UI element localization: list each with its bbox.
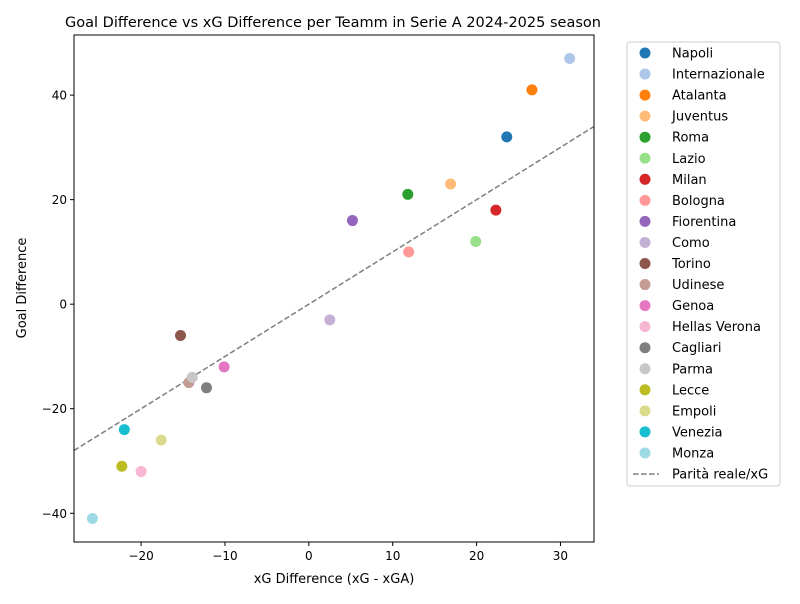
data-point-juventus xyxy=(445,178,457,190)
plot-frame xyxy=(73,34,595,543)
data-point-lazio xyxy=(470,235,482,247)
legend-marker xyxy=(639,215,651,227)
chart-title: Goal Difference vs xG Difference per Tea… xyxy=(65,15,601,31)
legend-frame xyxy=(626,41,781,487)
legend-marker xyxy=(639,363,651,375)
y-tick-label: 40 xyxy=(52,89,67,103)
data-point-internazionale xyxy=(564,53,576,65)
legend-marker xyxy=(639,384,651,396)
legend-marker xyxy=(639,447,651,459)
data-point-empoli xyxy=(155,434,167,446)
x-axis-label: xG Difference (xG - xGA) xyxy=(254,572,415,587)
legend-label: Milan xyxy=(672,173,707,188)
legend-label: Venezia xyxy=(672,425,723,440)
legend-label: Roma xyxy=(672,131,709,146)
data-point-parma xyxy=(186,371,198,383)
x-tick-label: 10 xyxy=(385,549,400,563)
legend-label: Juventus xyxy=(671,110,728,125)
legend-marker xyxy=(639,236,651,248)
data-point-bologna xyxy=(403,246,415,258)
data-point-venezia xyxy=(118,424,130,436)
legend-label: Udinese xyxy=(672,278,724,293)
legend-marker xyxy=(639,47,651,59)
legend-label: Hellas Verona xyxy=(672,320,761,335)
reference-line xyxy=(74,125,594,452)
y-axis: −40 −20 0 20 40 xyxy=(42,89,74,521)
legend-label: Genoa xyxy=(672,299,714,314)
data-point-lecce xyxy=(116,460,128,472)
plot-area xyxy=(74,53,594,524)
data-point-atalanta xyxy=(526,84,538,96)
legend-label: Torino xyxy=(671,257,711,272)
legend-label: Parma xyxy=(672,362,713,377)
data-point-napoli xyxy=(501,131,513,143)
legend-marker xyxy=(639,194,651,206)
x-tick-label: −20 xyxy=(128,549,153,563)
legend-label: Cagliari xyxy=(672,341,721,356)
x-tick-label: 20 xyxy=(469,549,484,563)
legend-marker xyxy=(639,110,651,122)
legend-marker xyxy=(639,279,651,291)
legend-marker xyxy=(639,68,651,80)
legend-label: Monza xyxy=(672,446,714,461)
legend-marker xyxy=(639,89,651,101)
data-point-como xyxy=(324,314,336,326)
legend-label: Fiorentina xyxy=(672,215,736,230)
y-tick-label: −20 xyxy=(42,402,67,416)
y-tick-label: 0 xyxy=(59,298,67,312)
x-tick-label: 30 xyxy=(553,549,568,563)
legend-marker xyxy=(639,321,651,333)
y-tick-label: −40 xyxy=(42,507,67,521)
data-point-milan xyxy=(490,204,502,216)
legend-marker xyxy=(639,405,651,417)
legend-label: Atalanta xyxy=(672,89,727,104)
y-tick-label: 20 xyxy=(52,193,67,207)
data-point-roma xyxy=(402,188,414,200)
data-point-torino xyxy=(175,330,187,342)
legend-marker xyxy=(639,152,651,164)
x-axis: −20 −10 0 10 20 30 xyxy=(128,542,568,563)
legend-label: Empoli xyxy=(672,404,716,419)
legend-label: Bologna xyxy=(672,194,725,209)
legend-label: Parità reale/xG xyxy=(672,468,768,483)
data-point-monza xyxy=(86,512,98,524)
legend-marker xyxy=(639,300,651,312)
x-tick-label: 0 xyxy=(305,549,313,563)
data-point-fiorentina xyxy=(346,215,358,227)
y-axis-label: Goal Difference xyxy=(15,238,30,339)
legend-marker xyxy=(639,173,651,185)
legend-label: Lecce xyxy=(672,383,709,398)
data-point-cagliari xyxy=(201,382,213,394)
legend-marker xyxy=(639,258,651,269)
legend-label: Internazionale xyxy=(672,68,765,83)
legend-label: Como xyxy=(672,236,710,251)
legend-label: Lazio xyxy=(672,152,706,167)
legend-marker xyxy=(639,342,651,354)
x-tick-label: −10 xyxy=(212,549,237,563)
data-point-genoa xyxy=(218,361,230,373)
legend-marker xyxy=(639,426,651,438)
legend-label: Napoli xyxy=(672,47,713,62)
data-point-hellas-verona xyxy=(135,465,147,477)
legend: Napoli Internazionale Atalanta Juventus Roma… xyxy=(626,41,781,487)
legend-marker xyxy=(639,131,651,143)
